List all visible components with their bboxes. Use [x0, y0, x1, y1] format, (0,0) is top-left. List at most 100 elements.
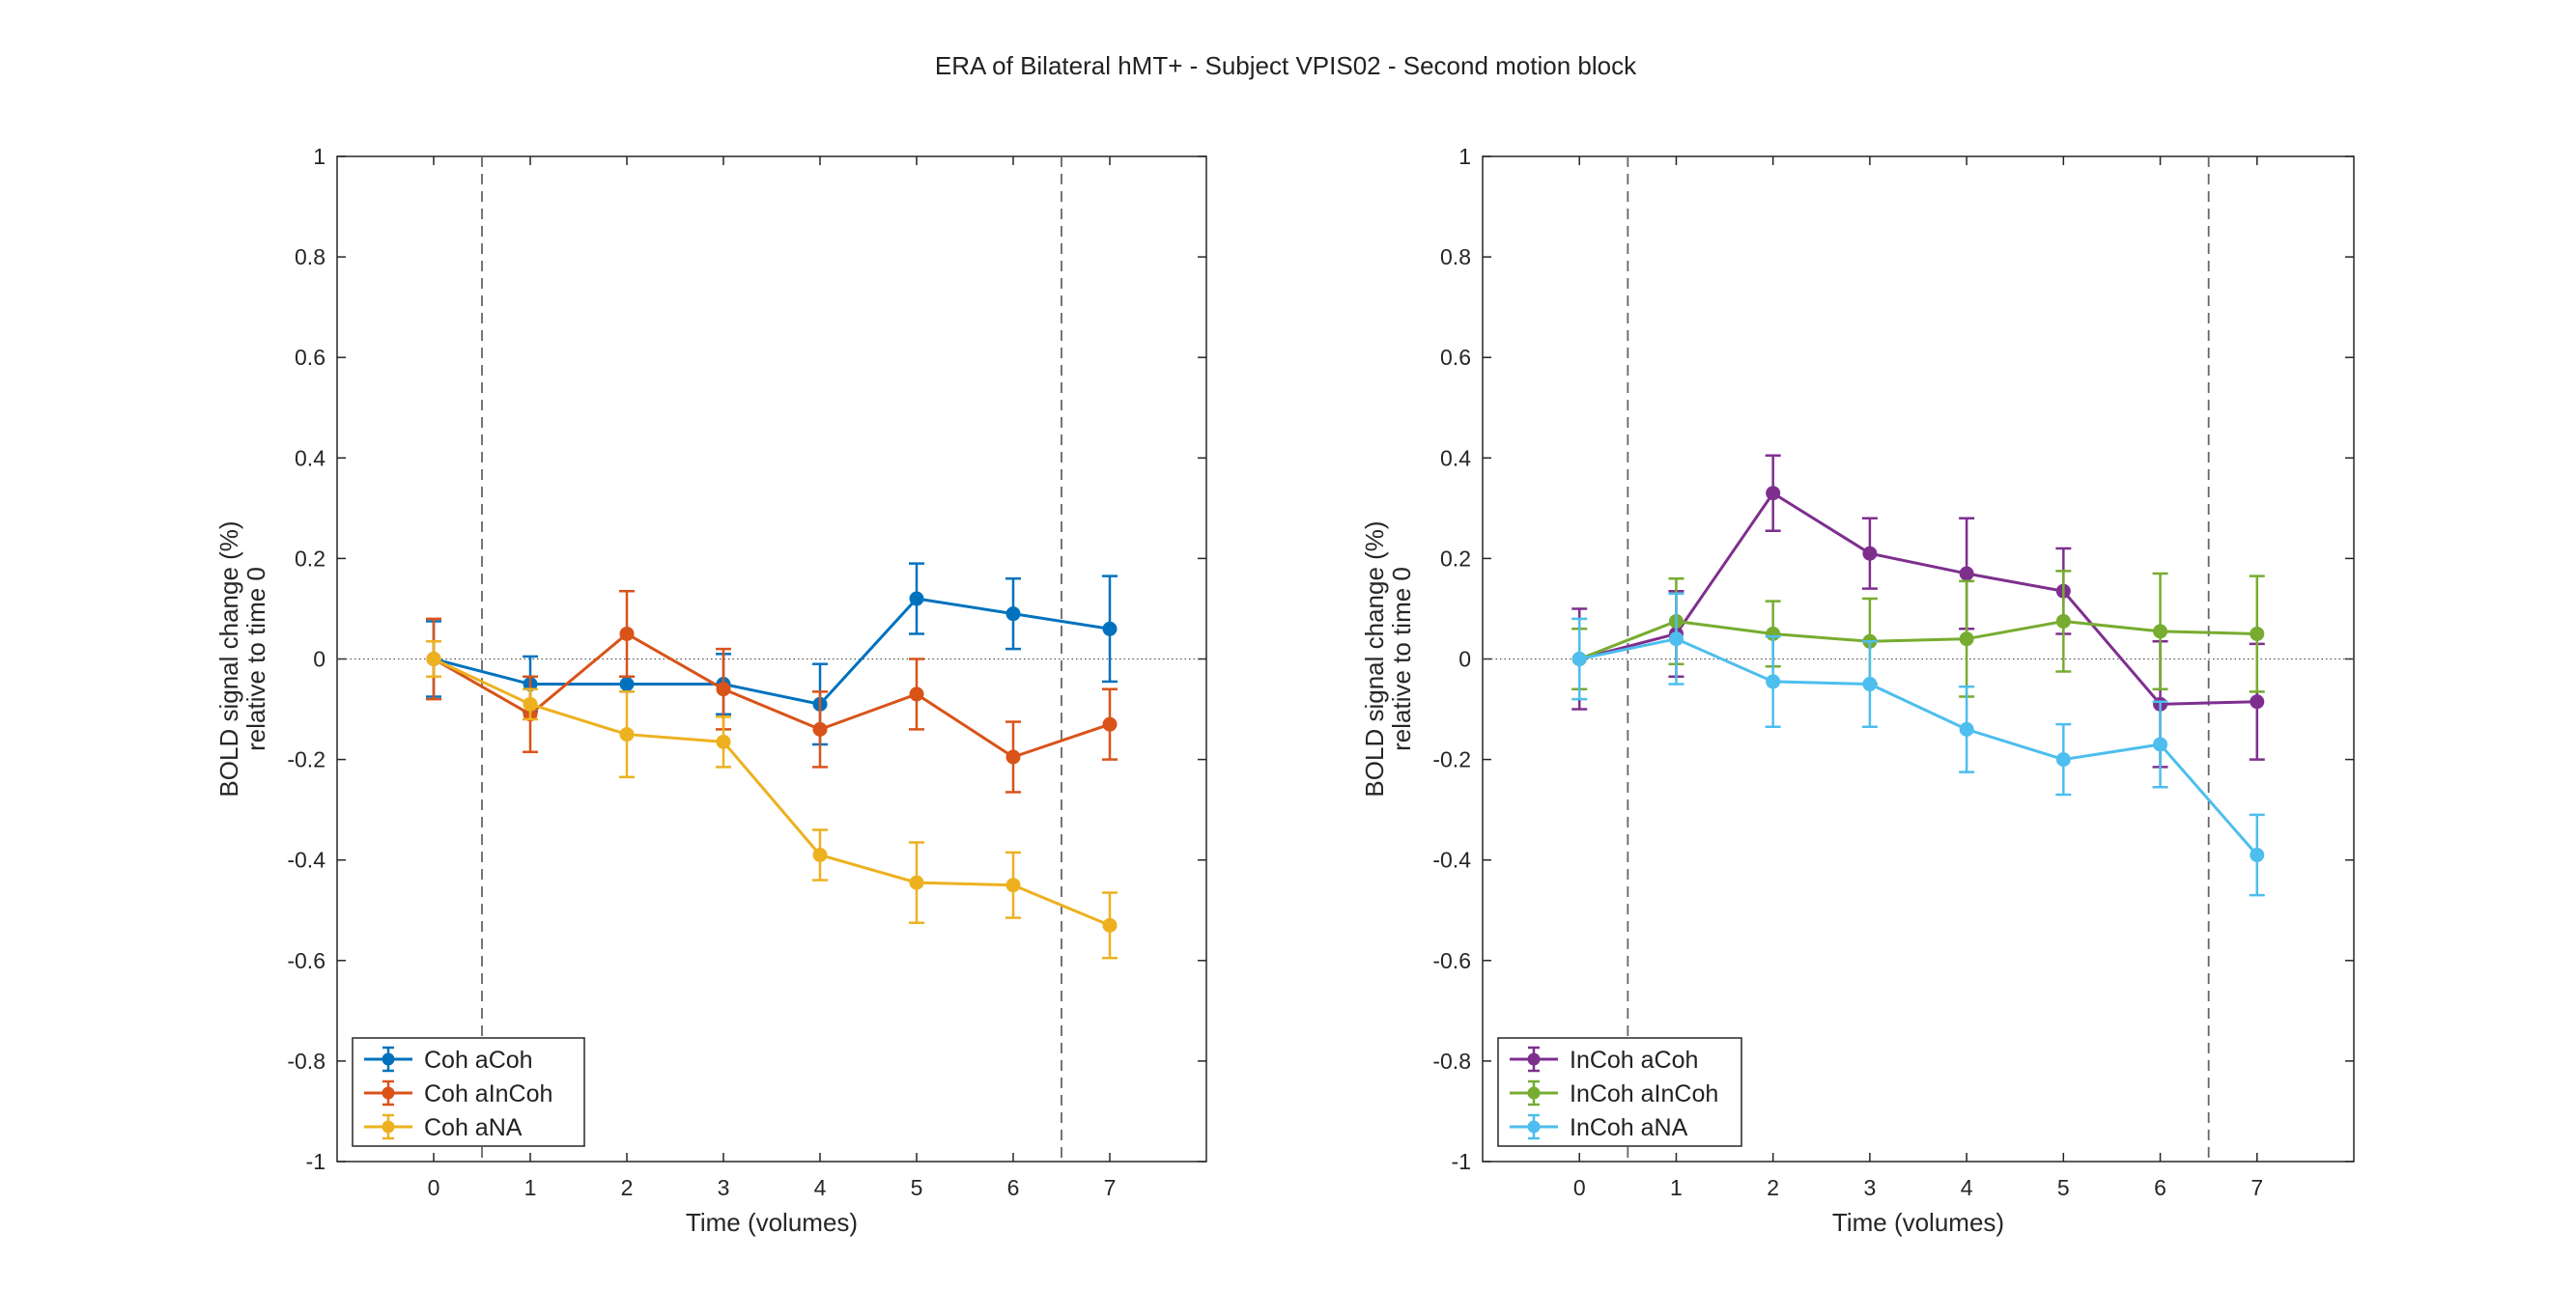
series-line [1578, 490, 2257, 706]
y-tick-label: 0.4 [1440, 445, 1471, 470]
data-point [716, 734, 731, 749]
legend-marker [1527, 1086, 1541, 1100]
data-point [812, 721, 828, 737]
data-point [909, 687, 924, 702]
data-point [1862, 677, 1878, 692]
data-point [426, 652, 441, 666]
legend-marker [1527, 1120, 1541, 1134]
y-tick-label: 1 [313, 144, 326, 169]
x-tick-label: 0 [428, 1175, 440, 1200]
x-tick-label: 4 [1961, 1175, 1973, 1200]
series-2 [1571, 570, 2265, 698]
x-tick-label: 7 [1104, 1175, 1117, 1200]
series-line [433, 597, 1111, 706]
y-tick-label: 0.2 [295, 546, 326, 571]
y-tick-label: -0.8 [1432, 1049, 1471, 1074]
y-tick-label: 0.2 [1440, 546, 1471, 571]
data-point [1102, 716, 1118, 732]
data-point [2153, 624, 2168, 639]
series-line [433, 658, 1111, 927]
y-axis-label: BOLD signal change (%)relative to time 0 [1360, 520, 1416, 797]
x-tick-label: 5 [911, 1175, 923, 1200]
y-axis-label-line: BOLD signal change (%) [1360, 520, 1389, 797]
figure-title: ERA of Bilateral hMT+ - Subject VPIS02 -… [935, 51, 1637, 80]
x-tick-label: 5 [2057, 1175, 2070, 1200]
data-point [1766, 486, 1781, 501]
legend-label: InCoh aCoh [1570, 1047, 1698, 1074]
data-point [2055, 613, 2071, 629]
data-point [1005, 749, 1021, 765]
x-axis-label: Time (volumes) [686, 1208, 858, 1237]
x-tick-label: 6 [1007, 1175, 1020, 1200]
series-line [433, 631, 1111, 759]
data-point [2250, 694, 2265, 710]
series-line [1578, 619, 2257, 660]
series-line [1578, 637, 2258, 856]
data-point [619, 727, 635, 743]
data-point [1102, 917, 1118, 933]
data-point [1959, 721, 1974, 737]
x-tick-label: 2 [621, 1175, 634, 1200]
data-point [1766, 674, 1781, 689]
legend-label: Coh aCoh [424, 1047, 533, 1074]
data-point [1571, 652, 1587, 666]
data-point [1005, 878, 1021, 893]
data-point [1005, 606, 1021, 622]
chart-panel-2: -1 -0.8 -0.6 -0.4 -0.2 0 0.2 0.4 0.6 0.8 1 0 1 2 3 4 5 6 7… [1360, 144, 2355, 1237]
y-tick-label: -0.6 [287, 948, 326, 973]
data-point [2250, 847, 2265, 862]
data-point [1959, 631, 1974, 647]
chart-panel-1: -1 -0.8 -0.6 -0.4 -0.2 0 0.2 0.4 0.6 0.8 1 0 1 2 3 4 5 6 7… [214, 144, 1207, 1237]
data-point [523, 696, 538, 712]
data-point [1862, 546, 1878, 561]
x-tick-label: 3 [1863, 1175, 1876, 1200]
x-tick-label: 1 [1670, 1175, 1683, 1200]
series-3 [1571, 592, 2265, 897]
x-tick-label: 7 [2250, 1175, 2263, 1200]
y-tick-label: -0.2 [287, 747, 326, 772]
y-tick-label: 0 [313, 647, 326, 672]
data-point [619, 677, 635, 692]
x-axis-label: Time (volumes) [1832, 1208, 2004, 1237]
y-tick-label: 0.8 [295, 244, 326, 269]
data-point [2250, 626, 2265, 641]
data-point [1668, 631, 1684, 647]
data-point [2153, 737, 2168, 752]
y-tick-label: 0.8 [1440, 244, 1471, 269]
series-3 [426, 640, 1118, 960]
data-point [812, 847, 828, 862]
legend-marker [382, 1120, 395, 1134]
legend-marker [382, 1052, 395, 1066]
data-point [619, 626, 635, 641]
legend-marker [1527, 1052, 1541, 1066]
y-tick-label: 0.6 [1440, 345, 1471, 370]
legend-label: Coh aNA [424, 1114, 523, 1141]
legend: Coh aCoh Coh aInCoh Coh aNA [352, 1037, 585, 1147]
y-axis-label-line: BOLD signal change (%) [214, 520, 243, 797]
y-tick-label: -1 [1452, 1149, 1471, 1174]
data-point [1959, 566, 1974, 581]
legend-label: InCoh aNA [1570, 1114, 1688, 1141]
y-axis-label: BOLD signal change (%)relative to time 0 [214, 520, 270, 797]
chart-panels: -1 -0.8 -0.6 -0.4 -0.2 0 0.2 0.4 0.6 0.8 1 0 1 2 3 4 5 6 7… [214, 144, 2355, 1237]
legend-label: InCoh aInCoh [1570, 1080, 1718, 1107]
x-tick-label: 0 [1573, 1175, 1586, 1200]
legend: InCoh aCoh InCoh aInCoh InCoh aNA [1497, 1037, 1742, 1147]
data-point [1102, 621, 1118, 636]
y-tick-label: 0.6 [295, 345, 326, 370]
y-tick-label: 0 [1458, 647, 1471, 672]
y-tick-label: -0.4 [1432, 848, 1471, 873]
data-point [909, 875, 924, 890]
x-tick-label: 6 [2154, 1175, 2166, 1200]
legend-label: Coh aInCoh [424, 1080, 552, 1107]
y-tick-label: -0.2 [1432, 747, 1471, 772]
data-point [909, 591, 924, 606]
data-point [716, 682, 731, 697]
y-axis-label-line: relative to time 0 [1387, 567, 1416, 751]
legend-marker [382, 1086, 395, 1100]
x-tick-label: 4 [814, 1175, 827, 1200]
x-tick-label: 1 [524, 1175, 537, 1200]
x-tick-label: 2 [1767, 1175, 1779, 1200]
y-tick-label: 1 [1458, 144, 1471, 169]
